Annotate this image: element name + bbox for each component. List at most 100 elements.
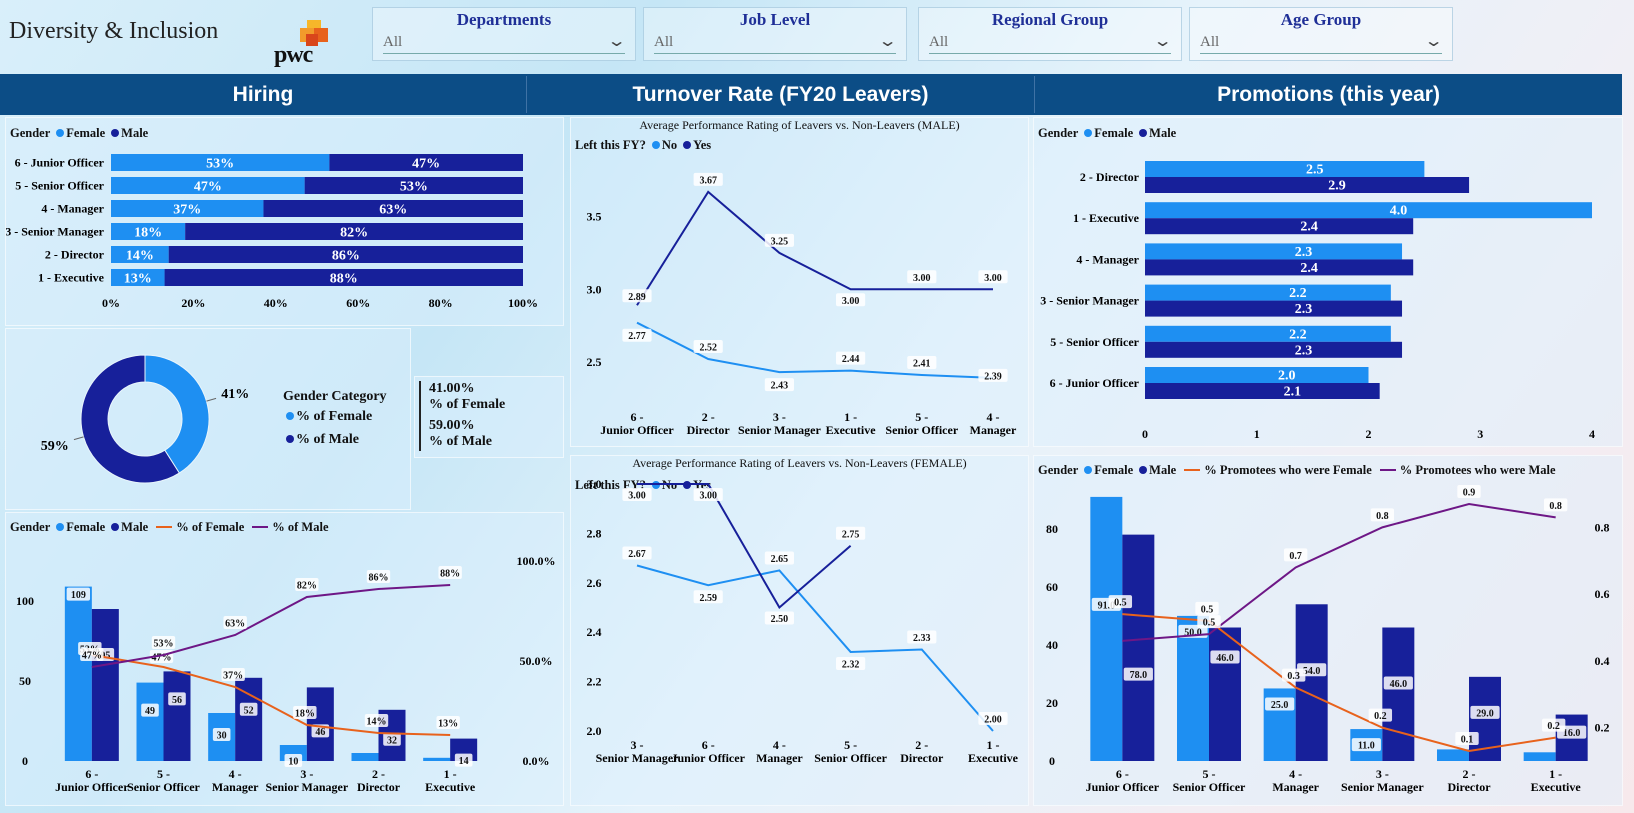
section-header-band: Hiring Turnover Rate (FY20 Leavers) Prom…	[0, 74, 1622, 115]
column-bar	[136, 682, 164, 761]
point-label-bg	[978, 368, 1008, 382]
point-label: 2.89	[628, 292, 646, 303]
data-label: 2.4	[1300, 220, 1318, 235]
category-label: 2 - Director	[45, 248, 105, 262]
age-group-dropdown[interactable]: All ⌄	[1200, 33, 1444, 54]
kpi-male-value: 59.00%	[429, 418, 475, 433]
regional-group-slicer[interactable]: Regional Group All ⌄	[918, 7, 1182, 61]
chart-title: Average Performance Rating of Leavers vs…	[639, 118, 960, 132]
category-label: 6 - Junior Officer	[15, 156, 105, 170]
hiring-heading: Hiring	[232, 83, 294, 106]
gender-donut-panel: 41% 59% Gender Category % of Female % of …	[5, 328, 411, 510]
column-bar	[1437, 749, 1469, 761]
chevron-down-icon[interactable]: ⌄	[1152, 33, 1173, 50]
point-label: 2.00	[984, 715, 1002, 726]
bar-segment	[168, 246, 523, 263]
legend: Gender Female Male % of Female % of Male	[10, 520, 329, 535]
point-label-bg	[907, 356, 937, 370]
category-label: 2 -	[702, 410, 715, 424]
point-label-bg	[836, 656, 866, 670]
job-level-dropdown[interactable]: All ⌄	[654, 33, 898, 54]
bar	[1145, 161, 1425, 177]
point-label: 3.67	[699, 175, 717, 186]
chevron-down-icon[interactable]: ⌄	[1423, 33, 1444, 50]
data-label-bg	[1265, 697, 1295, 711]
category-label: Manager	[1272, 780, 1319, 794]
bar-segment	[185, 223, 523, 240]
bar-segment	[304, 177, 523, 194]
slicer-label: Regional Group	[991, 10, 1109, 29]
female-dot-icon	[56, 523, 65, 531]
job-level-slicer[interactable]: Job Level All ⌄	[643, 7, 907, 61]
line-label: 0.1	[1461, 734, 1474, 745]
axis-tick: 100	[16, 594, 34, 608]
column-bar	[1090, 496, 1123, 761]
line-label-bg	[364, 714, 389, 727]
bar-segment	[111, 223, 186, 240]
point-label-bg	[622, 328, 652, 342]
point-label: 2.75	[842, 529, 860, 540]
data-label: 16.0	[1563, 728, 1581, 739]
male-dot-icon	[1139, 466, 1148, 474]
departments-dropdown[interactable]: All ⌄	[383, 33, 627, 54]
regional-group-dropdown[interactable]: All ⌄	[929, 33, 1173, 54]
point-label-bg	[622, 546, 652, 560]
series-line	[637, 483, 852, 610]
category-label: Senior Manager	[596, 751, 679, 765]
line-label-bg	[1108, 595, 1133, 609]
data-label: 88%	[330, 272, 358, 287]
line-label-bg	[438, 566, 462, 579]
line-label-bg	[1283, 548, 1308, 562]
data-label: 32	[387, 735, 397, 746]
category-label: 5 - Senior Officer	[1050, 335, 1139, 349]
series-line	[636, 190, 993, 306]
column-bar	[235, 677, 263, 761]
axis-tick: 40%	[264, 296, 288, 310]
line-label-bg	[1541, 718, 1566, 732]
data-label: 2.2	[1289, 327, 1307, 342]
age-group-slicer[interactable]: Age Group All ⌄	[1189, 7, 1453, 61]
axis-tick: 100%	[508, 296, 538, 310]
column-bar	[306, 687, 334, 761]
data-label: 50.0	[1184, 627, 1202, 638]
departments-slicer[interactable]: Departments All ⌄	[372, 7, 636, 61]
chevron-down-icon[interactable]: ⌄	[877, 33, 898, 50]
promotion-combo-chart: 0 20 40 60 80 0.2 0.4 0.6 0.8 91.0 78.0 6 -Junior O…	[1046, 485, 1610, 794]
chart-title: Average Performance Rating of Leavers vs…	[632, 456, 967, 470]
legend-yes: Yes	[693, 138, 712, 152]
donut-slice	[80, 354, 180, 484]
line-label: 88%	[440, 569, 460, 580]
category-label: Junior Officer	[55, 780, 129, 794]
line-label: 0.2	[1374, 711, 1387, 722]
leader-line	[73, 436, 84, 441]
category-label: Senior Manager	[1341, 780, 1424, 794]
point-label-bg	[907, 270, 937, 284]
legend-female: Female	[1094, 463, 1134, 477]
logo-text: pwc	[274, 42, 313, 68]
line-swatch-icon	[1379, 468, 1396, 471]
data-label: 2.0	[1278, 369, 1296, 384]
male-dot-icon	[111, 129, 120, 137]
hiring-stacked-bar-chart: 6 - Junior Officer 53% 47% 5 - Senior Offic…	[6, 154, 538, 310]
donut-legend-female: % of Female	[286, 409, 372, 425]
point-label: 2.50	[771, 614, 789, 625]
bar	[1145, 218, 1414, 235]
axis-tick: 20%	[181, 296, 205, 310]
category-label: 4 - Manager	[41, 202, 104, 216]
line-label: 0.3	[1287, 671, 1300, 682]
legend-pct-promo-male: % Promotees who were Male	[1399, 463, 1556, 477]
point-label: 2.77	[628, 331, 646, 342]
legend-no: No	[661, 138, 678, 152]
axis-tick: 20	[1046, 696, 1058, 710]
axis-tick: 0	[1049, 754, 1055, 768]
category-label: 4 - Manager	[1076, 252, 1139, 266]
data-label: 82%	[340, 226, 368, 241]
legend-female: Female	[66, 126, 106, 140]
point-label-bg	[764, 551, 794, 565]
point-label-bg	[907, 630, 937, 644]
data-label-bg	[239, 702, 258, 716]
promotion-count-panel: Gender Female Male % Promotees who were Fem…	[1033, 455, 1623, 806]
category-label: Senior Officer	[1173, 780, 1246, 794]
line-label: 13%	[438, 719, 458, 730]
chevron-down-icon[interactable]: ⌄	[606, 33, 627, 50]
